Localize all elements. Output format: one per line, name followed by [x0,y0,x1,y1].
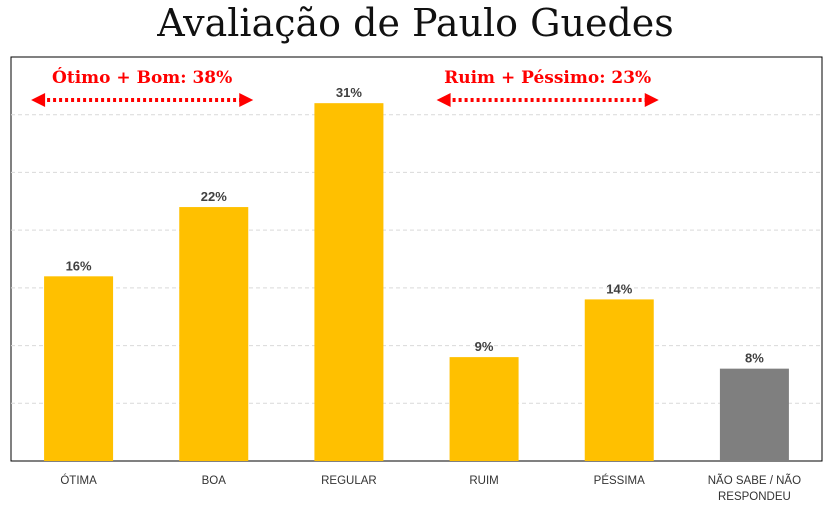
value-label-5: 8% [745,351,764,366]
value-label-3: 9% [475,339,494,354]
category-label-2: REGULAR [321,475,377,487]
bar-1 [179,207,249,461]
category-label-5: RESPONDEU [718,491,791,503]
category-label-1: BOA [202,475,227,487]
value-label-0: 16% [66,258,92,273]
bar-3 [449,357,519,461]
bar-4 [584,299,654,461]
category-label-4: PÉSSIMA [594,474,645,487]
chart-title: Avaliação de Paulo Guedes [157,1,674,45]
category-label-3: RUIM [469,475,498,487]
value-label-1: 22% [201,189,227,204]
category-label-0: ÓTIMA [60,474,97,487]
plot-frame [10,56,823,462]
annotation-label-1: Ruim + Péssimo: 23% [444,68,651,88]
annotation-arrow-0 [31,93,254,107]
bar-0 [44,276,114,461]
category-label-5: NÃO SABE / NÃO [708,474,801,487]
annotation-arrow-1 [436,93,659,107]
value-label-4: 14% [606,281,632,296]
bar-2 [314,103,384,462]
value-label-2: 31% [336,85,362,100]
bar-5 [719,368,789,461]
annotation-label-0: Ótimo + Bom: 38% [52,67,232,88]
